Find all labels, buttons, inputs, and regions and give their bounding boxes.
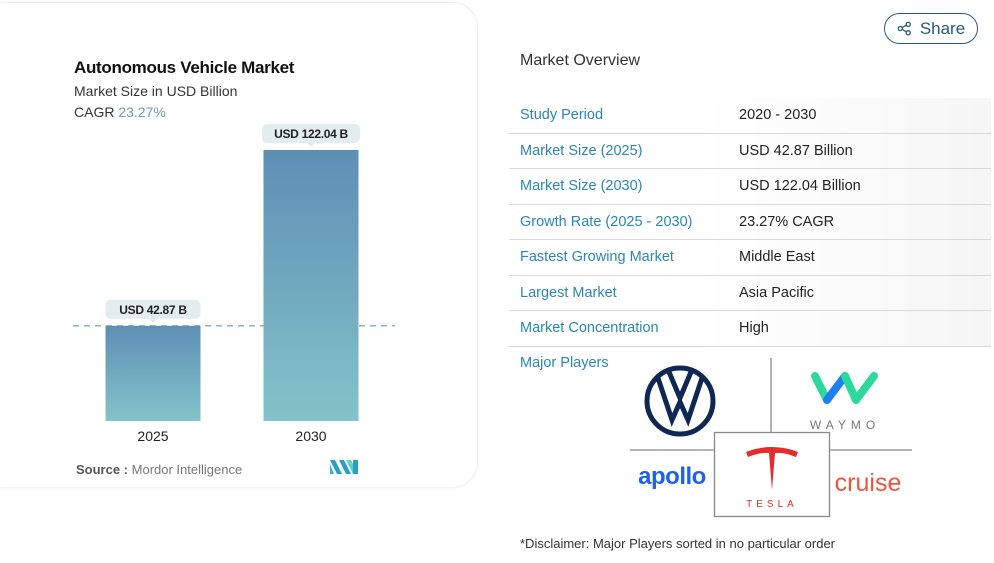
tesla-logo-icon: TESLA (746, 447, 798, 510)
row-key: Market Size (2030) (520, 178, 643, 195)
cagr-value: 23.27% (118, 104, 166, 120)
cruise-logo: cruise (835, 469, 902, 497)
table-row: Largest Market Asia Pacific (509, 275, 991, 311)
row-value: Middle East (739, 249, 815, 266)
row-value: Asia Pacific (739, 284, 814, 301)
volkswagen-logo-icon (644, 365, 716, 437)
mordor-logo-icon (330, 460, 358, 474)
data-label: USD 122.04 B (274, 127, 348, 141)
chart-title: Autonomous Vehicle Market (74, 58, 295, 77)
source-label: Source : (76, 462, 129, 477)
source-value: Mordor Intelligence (131, 462, 243, 477)
overview-table: Study Period 2020 - 2030 Market Size (202… (509, 98, 991, 347)
table-row: Growth Rate (2025 - 2030) 23.27% CAGR (509, 204, 991, 240)
table-row: Market Size (2030) USD 122.04 Billion (509, 169, 991, 205)
bar-chart: USD 42.87 B 2025 USD 122.04 B 2030 (73, 124, 395, 444)
share-button[interactable]: Share (884, 13, 978, 44)
tesla-wordmark: TESLA (746, 499, 798, 510)
row-value: USD 42.87 Billion (739, 142, 853, 159)
waymo-wordmark: WAYMO (810, 418, 880, 432)
row-key: Study Period (520, 107, 604, 124)
row-key: Fastest Growing Market (520, 249, 674, 266)
row-value: 23.27% CAGR (739, 213, 835, 230)
bar-2025 (105, 325, 201, 421)
row-key: Market Concentration (520, 320, 659, 337)
chart-cagr: CAGR 23.27% (74, 104, 166, 120)
data-label-pointer (307, 143, 315, 147)
x-tick-label: 2030 (295, 428, 326, 444)
row-key: Growth Rate (2025 - 2030) (520, 213, 693, 230)
share-icon (897, 21, 911, 36)
major-players-label: Major Players (520, 355, 609, 371)
cagr-label: CAGR (74, 104, 115, 120)
disclaimer: *Disclaimer: Major Players sorted in no … (520, 536, 836, 551)
data-label: USD 42.87 B (119, 303, 187, 317)
share-label: Share (919, 18, 966, 38)
data-label-bg (105, 299, 201, 319)
data-label-pointer (149, 318, 157, 323)
table-row: Fastest Growing Market Middle East (509, 240, 991, 276)
data-label-bg (262, 124, 360, 143)
row-value: 2020 - 2030 (739, 107, 817, 124)
table-row: Market Size (2025) USD 42.87 Billion (509, 133, 991, 169)
bar-2030 (263, 150, 359, 421)
table-row: Market Concentration High (509, 311, 991, 347)
source-line: Source : Mordor Intelligence (76, 462, 242, 477)
apollo-logo: apollo (638, 463, 706, 490)
market-overview-title: Market Overview (520, 52, 641, 69)
chart-subtitle: Market Size in USD Billion (74, 83, 238, 99)
row-key: Market Size (2025) (520, 142, 643, 159)
chart-card (0, 2, 478, 488)
row-value: USD 122.04 Billion (739, 178, 861, 195)
waymo-logo-icon: WAYMO (810, 372, 880, 432)
row-value: High (739, 320, 769, 337)
x-tick-label: 2025 (137, 428, 168, 444)
table-row: Study Period 2020 - 2030 (509, 98, 991, 134)
row-key: Largest Market (520, 284, 617, 301)
